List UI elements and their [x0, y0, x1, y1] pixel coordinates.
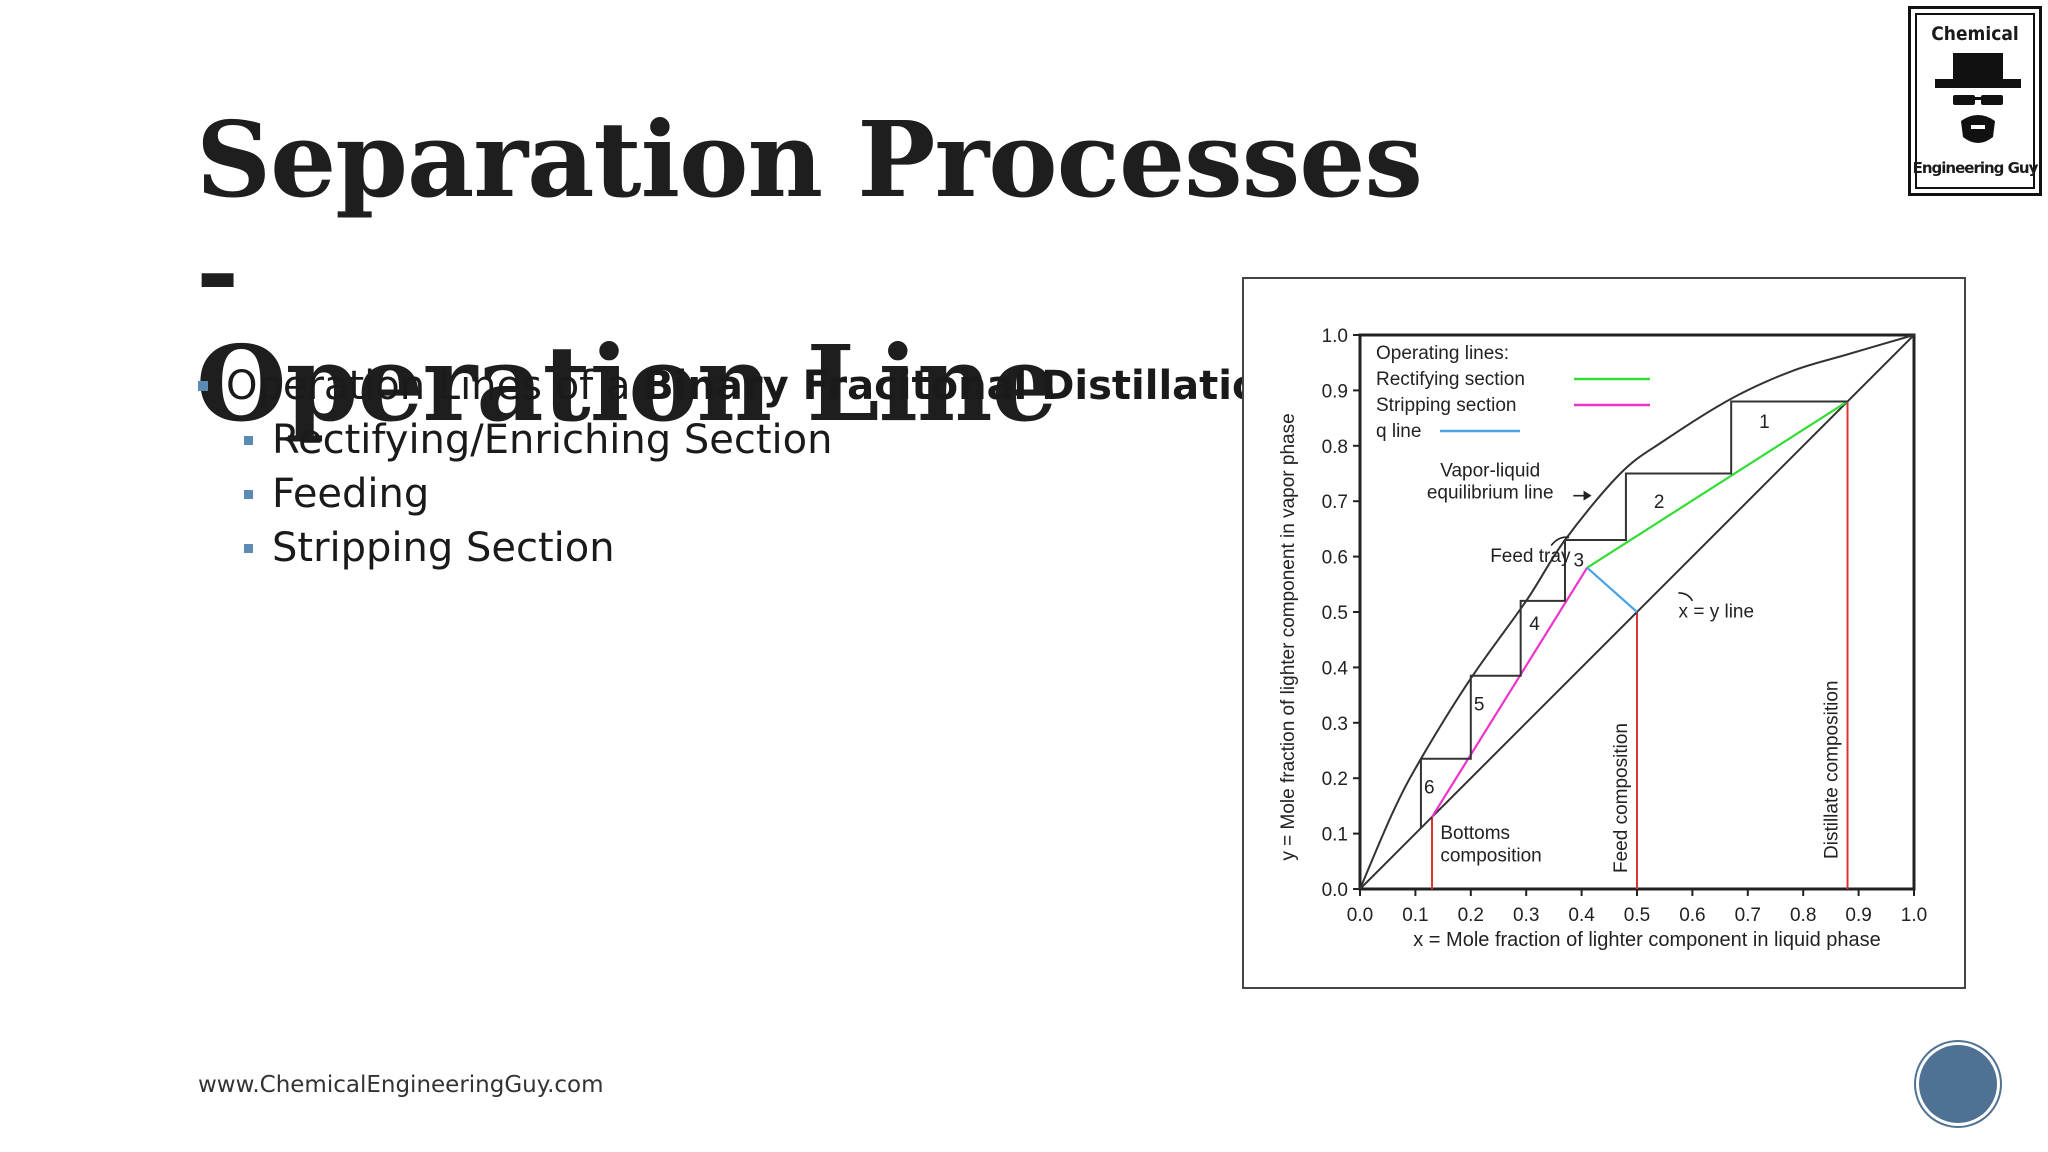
y-axis-label: y = Mole fraction of lighter component i… [1278, 413, 1299, 860]
x-tick-label: 0.1 [1402, 905, 1428, 926]
distillate-composition-label: Distillate composition [1822, 681, 1843, 859]
chart-svg: 0.0 0.1 0.2 0.3 0.4 0.5 0.6 0.7 0.8 0.9 1.0 0.0 0.1 0… [1278, 326, 1927, 951]
y-tick-label: 0.3 [1322, 714, 1348, 735]
bullet-list: Operation Lines of a Binary Fracitonal D… [196, 360, 1288, 576]
bullet-square-icon [244, 436, 253, 445]
vle-arrowhead [1583, 490, 1592, 501]
y-tick-label: 0.5 [1322, 603, 1348, 624]
bullet-sub-stripping: Stripping Section [196, 522, 1246, 574]
x-tick-label: 0.0 [1347, 905, 1373, 926]
vle-label-1: Vapor-liquid [1440, 460, 1540, 481]
x-tick-label: 1.0 [1901, 905, 1927, 926]
mccabe-thiele-chart: 0.0 0.1 0.2 0.3 0.4 0.5 0.6 0.7 0.8 0.9 1.0 0.0 0.1 0… [1242, 277, 1966, 989]
stage-label-4: 4 [1529, 614, 1540, 635]
legend-label: Stripping section [1376, 395, 1516, 416]
x-tick-label: 0.7 [1735, 905, 1761, 926]
x-tick-label: 0.8 [1790, 905, 1816, 926]
y-tick-label: 0.9 [1322, 381, 1348, 402]
bullet-sub-feeding: Feeding [196, 468, 1246, 520]
brand-logo: Chemical Engineering Guy [1908, 6, 2042, 196]
feed-tray-label: Feed tray [1490, 546, 1571, 567]
y-tick-label: 0.2 [1322, 769, 1348, 790]
feed-composition-label: Feed composition [1611, 723, 1632, 873]
rectifying-line [1586, 400, 1849, 569]
data-layer [1359, 334, 1915, 890]
bottoms-label-1: Bottoms [1440, 823, 1510, 844]
logo-text-top: Chemical [1931, 23, 2019, 45]
x-eq-y-label: x = y line [1679, 602, 1755, 623]
x-axis-label: x = Mole fraction of lighter component i… [1413, 929, 1881, 951]
bullet-sub-rectifying: Rectifying/Enriching Section [196, 414, 1246, 466]
slide-title-line2: Operation Line [196, 322, 1058, 445]
bullet-sub-text: Stripping Section [272, 525, 615, 571]
y-tick-label: 1.0 [1322, 326, 1348, 347]
stage-label-5: 5 [1474, 694, 1485, 715]
bullet-main-bold: Binary Fracitonal Distillation [643, 363, 1288, 409]
stage-label-1: 1 [1759, 412, 1770, 433]
stripping-line [1431, 567, 1589, 818]
axes-layer: 0.0 0.1 0.2 0.3 0.4 0.5 0.6 0.7 0.8 0.9 1.0 0.0 0.1 0… [1278, 326, 1927, 951]
bullet-main: Operation Lines of a Binary Fracitonal D… [196, 360, 1288, 412]
bullet-main-prefix: Operation Lines of a [226, 363, 644, 409]
y-tick-label: 0.8 [1322, 437, 1348, 458]
bullet-square-icon [244, 544, 253, 553]
stage-label-3: 3 [1574, 550, 1585, 571]
x-tick-label: 0.3 [1513, 905, 1539, 926]
y-tick-label: 0.0 [1322, 880, 1348, 901]
stage-steps [1419, 400, 1848, 829]
bottoms-label-2: composition [1440, 845, 1541, 866]
heisenberg-icon [1935, 53, 2021, 143]
legend-title: Operating lines: [1376, 343, 1509, 364]
x-tick-label: 0.4 [1568, 905, 1595, 926]
x-tick-label: 0.2 [1458, 905, 1484, 926]
legend-label: Rectifying section [1376, 369, 1525, 390]
slide-nav-button[interactable] [1919, 1045, 1997, 1123]
logo-frame [1915, 13, 2035, 189]
equilibrium-line [1359, 334, 1915, 890]
x-tick-label: 0.5 [1624, 905, 1650, 926]
x-eq-y-arrow [1678, 592, 1694, 602]
y-tick-label: 0.7 [1322, 492, 1348, 513]
slide-title: Separation Processes - Operation Line [196, 104, 1476, 440]
bullet-square-icon [198, 381, 208, 391]
label-layer: 1 2 3 4 5 6 Operating lines: Rectifying section… [1376, 343, 1843, 873]
y-tick-label: 0.4 [1322, 658, 1349, 679]
y-tick-label: 0.6 [1322, 548, 1348, 569]
legend-label: q line [1376, 421, 1421, 442]
bullet-square-icon [244, 490, 253, 499]
vle-label-2: equilibrium line [1427, 482, 1554, 503]
q_line-line [1586, 566, 1638, 613]
logo-text-bottom: Engineering Guy [1912, 159, 2039, 177]
feed-tray-arrow [1550, 536, 1570, 547]
y-tick-label: 0.1 [1322, 825, 1348, 846]
bullet-sub-text: Rectifying/Enriching Section [272, 417, 833, 463]
stage-label-2: 2 [1654, 492, 1665, 513]
slide-title-line1: Separation Processes - [196, 98, 1423, 333]
x-tick-label: 0.6 [1679, 905, 1705, 926]
footer-website: www.ChemicalEngineeringGuy.com [198, 1072, 604, 1098]
stage-label-6: 6 [1424, 778, 1435, 799]
x-tick-label: 0.9 [1845, 905, 1871, 926]
bullet-sub-text: Feeding [272, 471, 430, 517]
